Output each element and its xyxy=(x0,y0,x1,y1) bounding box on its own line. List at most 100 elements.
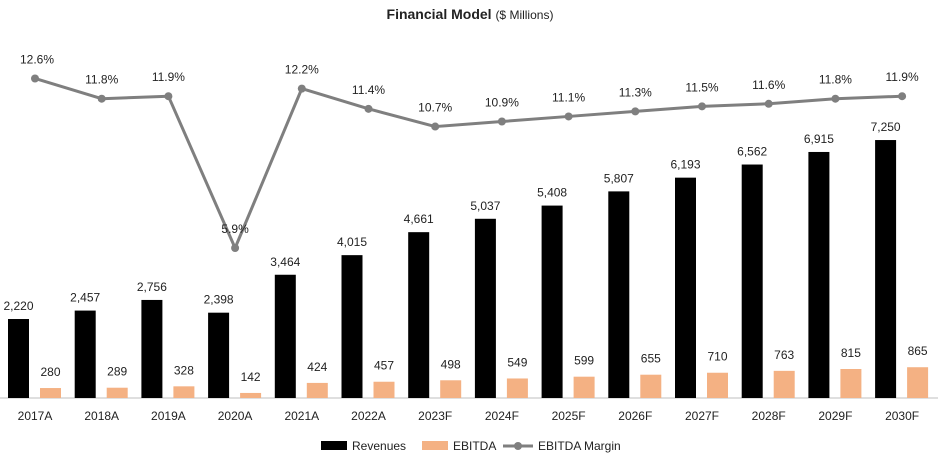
ebitda-bar xyxy=(440,380,462,398)
legend-ebitda-swatch xyxy=(422,441,448,450)
ebitda-bar xyxy=(306,382,328,398)
revenue-bar xyxy=(875,140,897,399)
ebitda-margin-point xyxy=(164,92,173,101)
revenue-bar xyxy=(474,218,496,398)
ebitda-bar xyxy=(506,378,528,398)
ebitda-margin-point xyxy=(698,102,706,111)
ebitda-label: 763 xyxy=(774,348,794,362)
legend-revenues-swatch xyxy=(321,441,347,450)
revenue-bar xyxy=(675,177,696,398)
chart-title-block: Financial Model ($ Millions) xyxy=(0,6,940,22)
x-tick-label: 2020A xyxy=(218,409,253,423)
ebitda-margin-label: 5.9% xyxy=(221,222,249,236)
ebitda-label: 498 xyxy=(441,357,461,371)
ebitda-bar xyxy=(573,376,595,398)
ebitda-label: 815 xyxy=(841,346,861,360)
x-tick-label: 2026F xyxy=(618,409,652,423)
ebitda-label: 328 xyxy=(174,363,194,377)
revenue-label: 3,464 xyxy=(270,255,300,269)
x-tick-label: 2017A xyxy=(18,409,53,423)
ebitda-margin-point xyxy=(631,107,640,116)
ebitda-margin-label: 11.9% xyxy=(152,70,185,84)
ebitda-label: 549 xyxy=(507,355,527,369)
ebitda-margin-point xyxy=(297,84,306,93)
ebitda-label: 865 xyxy=(908,344,928,358)
ebitda-bar xyxy=(640,374,662,398)
ebitda-margin-point xyxy=(364,104,373,113)
ebitda-margin-line xyxy=(34,77,903,250)
revenue-bar xyxy=(741,164,763,398)
x-tick-label: 2027F xyxy=(685,409,719,423)
ebitda-margin-point xyxy=(764,99,773,108)
ebitda-label: 424 xyxy=(307,360,327,374)
x-tick-label: 2018A xyxy=(84,409,119,423)
ebitda-margin-label: 10.7% xyxy=(418,101,452,115)
ebitda-bar xyxy=(707,372,728,398)
x-tick-label: 2029F xyxy=(818,409,852,423)
ebitda-label: 457 xyxy=(374,359,394,373)
ebitda-margin-point xyxy=(564,112,573,121)
revenue-bar xyxy=(8,319,29,398)
ebitda-margin-point xyxy=(898,92,907,101)
ebitda-bar xyxy=(173,386,195,398)
ebitda-margin-label: 11.6% xyxy=(752,78,785,92)
revenue-label: 5,037 xyxy=(470,199,500,213)
ebitda-bar xyxy=(40,388,61,398)
revenue-label: 6,193 xyxy=(670,158,700,172)
legend-ebitda-label: EBITDA xyxy=(453,439,496,453)
x-tick-label: 2030F xyxy=(885,409,919,423)
revenue-label: 2,457 xyxy=(70,291,100,305)
ebitda-margin-point xyxy=(31,74,39,83)
ebitda-margin-point xyxy=(97,94,106,103)
revenue-label: 4,661 xyxy=(404,212,434,226)
ebitda-bar xyxy=(773,370,795,398)
ebitda-margin-label: 12.2% xyxy=(285,63,319,77)
legend-revenues-label: Revenues xyxy=(352,439,406,453)
revenue-label: 7,250 xyxy=(871,120,901,134)
ebitda-bar xyxy=(907,367,929,398)
ebitda-bar xyxy=(106,387,128,398)
revenue-bar xyxy=(541,205,563,398)
x-tick-label: 2021A xyxy=(284,409,319,423)
x-tick-label: 2022A xyxy=(351,409,386,423)
x-tick-label: 2028F xyxy=(752,409,786,423)
ebitda-label: 599 xyxy=(574,354,594,368)
ebitda-margin-point xyxy=(231,244,240,252)
x-tick-label: 2019A xyxy=(151,409,186,423)
ebitda-margin-label: 11.4% xyxy=(352,83,385,97)
revenue-label: 2,398 xyxy=(204,293,234,307)
ebitda-margin-label: 10.9% xyxy=(485,96,519,110)
ebitda-margin-point xyxy=(831,94,840,103)
revenue-label: 6,562 xyxy=(737,145,767,159)
ebitda-margin-label: 11.1% xyxy=(552,90,585,104)
ebitda-margin-label: 11.5% xyxy=(685,80,718,94)
revenue-bar xyxy=(608,191,630,398)
ebitda-label: 280 xyxy=(40,365,60,379)
ebitda-margin-label: 11.9% xyxy=(886,70,919,84)
legend-margin-marker xyxy=(514,442,522,450)
chart-subtitle: ($ Millions) xyxy=(495,8,554,22)
revenue-label: 4,015 xyxy=(337,235,367,249)
ebitda-margin-label: 12.6% xyxy=(20,52,54,66)
ebitda-bar xyxy=(373,381,395,398)
ebitda-bar xyxy=(840,369,862,398)
x-tick-label: 2025F xyxy=(552,409,586,423)
ebitda-margin-label: 11.3% xyxy=(619,85,652,99)
ebitda-label: 655 xyxy=(641,352,661,366)
revenue-bar xyxy=(808,151,830,398)
ebitda-label: 142 xyxy=(241,370,261,384)
revenue-label: 5,408 xyxy=(537,186,567,200)
ebitda-margin-label: 11.8% xyxy=(819,73,852,87)
revenue-bar xyxy=(341,255,363,398)
chart-title: Financial Model xyxy=(386,6,492,22)
legend-margin-label: EBITDA Margin xyxy=(538,439,621,453)
revenue-bar xyxy=(274,274,296,398)
ebitda-label: 710 xyxy=(707,350,727,364)
revenue-label: 5,807 xyxy=(604,171,634,185)
revenue-label: 2,220 xyxy=(3,299,33,313)
ebitda-label: 289 xyxy=(107,365,127,379)
x-tick-label: 2024F xyxy=(485,409,519,423)
revenue-bar xyxy=(141,299,163,398)
ebitda-margin-label: 11.8% xyxy=(85,73,118,87)
